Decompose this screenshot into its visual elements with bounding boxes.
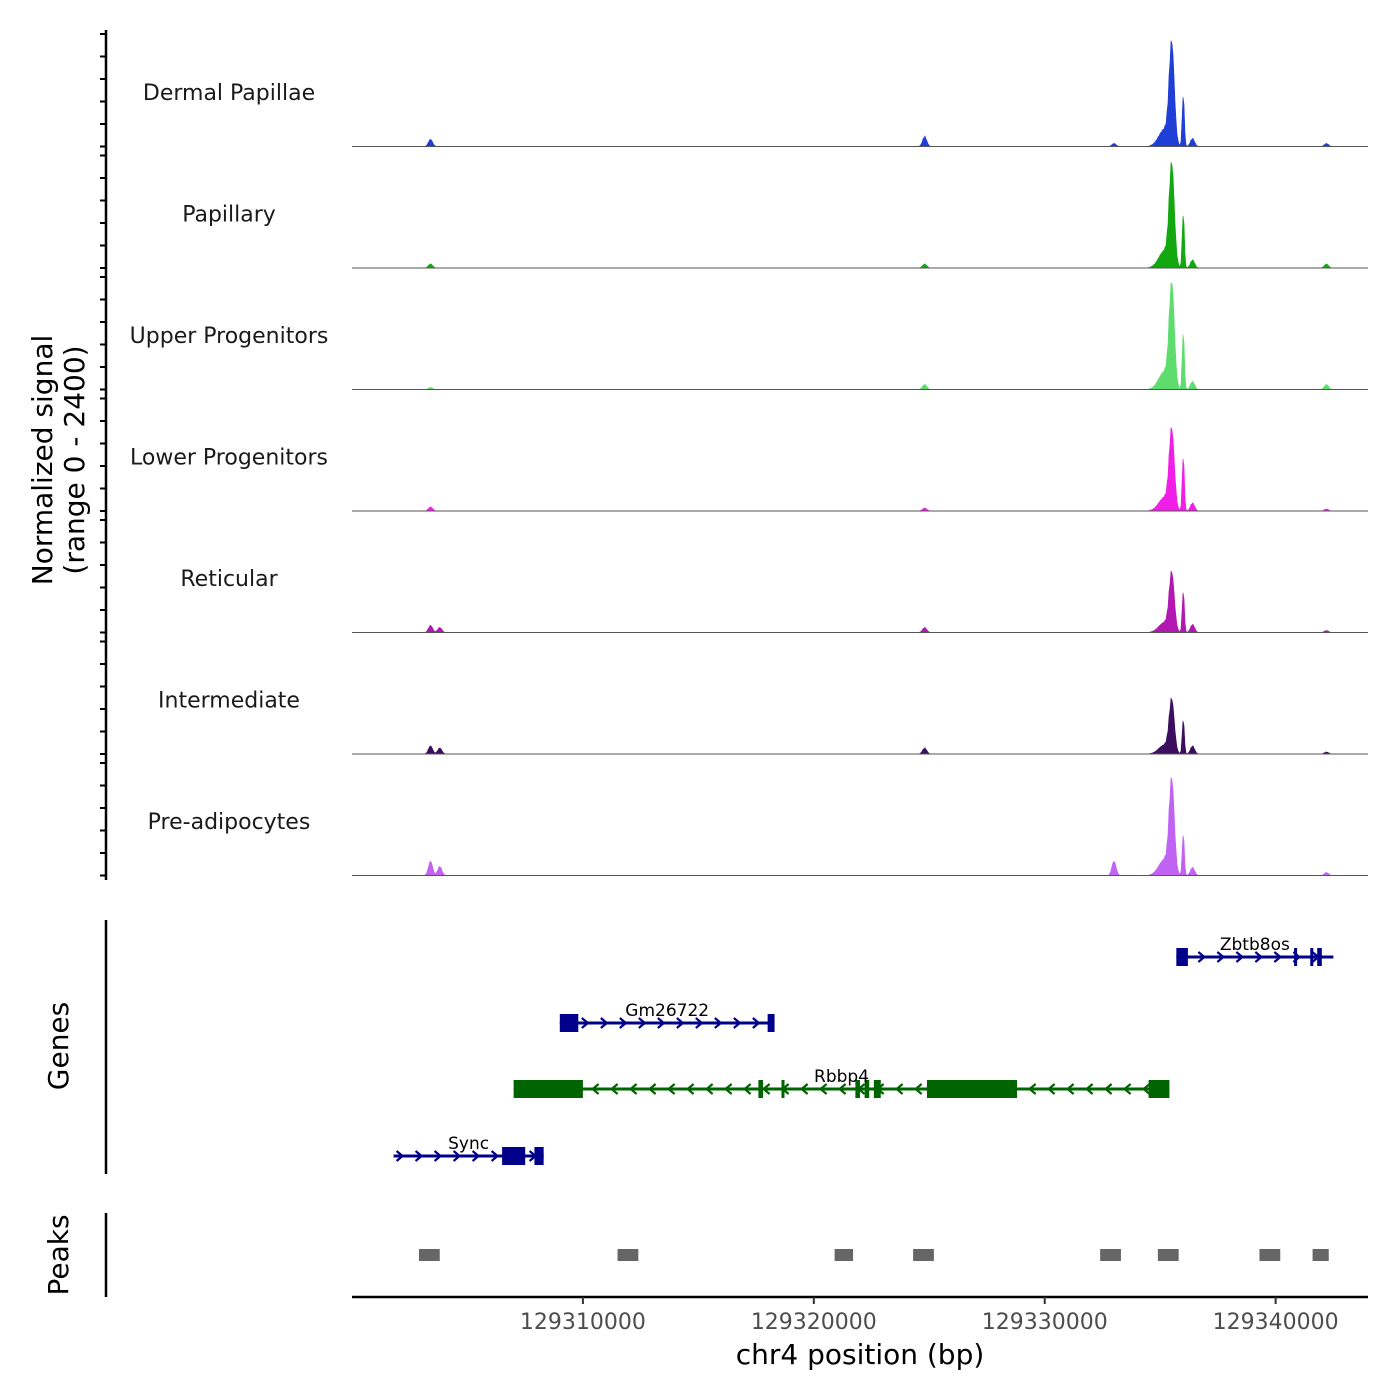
gene-strand-arrow bbox=[414, 1150, 424, 1162]
x-tick-label-3: 129340000 bbox=[1213, 1310, 1339, 1335]
gene-strand-arrow bbox=[490, 1150, 500, 1162]
gene-strand-arrow bbox=[452, 1150, 462, 1162]
signal-area-5 bbox=[352, 697, 1368, 755]
gene-strand-arrow bbox=[723, 1083, 733, 1095]
gene-strand-arrow bbox=[1046, 1083, 1056, 1095]
gene-strand-arrow bbox=[1065, 1083, 1075, 1095]
gene-exon-3-0 bbox=[502, 1147, 526, 1165]
signal-area-4 bbox=[352, 570, 1368, 633]
peak-region-2 bbox=[834, 1249, 854, 1261]
gene-exon-2-0 bbox=[513, 1080, 583, 1098]
gene-strand-arrow bbox=[590, 1083, 600, 1095]
gene-strand-arrow bbox=[676, 1017, 685, 1029]
gene-strand-arrow bbox=[799, 1083, 809, 1095]
track-label-1: Papillary bbox=[182, 203, 276, 228]
gene-strand-arrow bbox=[733, 1017, 742, 1029]
gene-strand-arrow bbox=[657, 1017, 666, 1029]
y-axis-title-line2: (range 0 - 2400) bbox=[58, 345, 91, 574]
x-tick-label-0: 129310000 bbox=[520, 1310, 646, 1335]
gene-strand-arrow bbox=[471, 1150, 481, 1162]
x-tick-label-1: 129320000 bbox=[751, 1310, 877, 1335]
track-label-2: Upper Progenitors bbox=[130, 324, 329, 349]
gene-strand-arrow bbox=[742, 1083, 752, 1095]
gene-strand-arrow bbox=[1141, 1083, 1151, 1095]
peaks-axis-title: Peaks bbox=[42, 1214, 75, 1295]
track-label-6: Pre-adipocytes bbox=[148, 810, 311, 835]
gene-strand-arrow bbox=[837, 1083, 847, 1095]
gene-label-3: Sync bbox=[448, 1134, 489, 1154]
gene-strand-arrow bbox=[600, 1017, 609, 1029]
peak-region-7 bbox=[1312, 1249, 1329, 1261]
track-label-5: Intermediate bbox=[158, 689, 300, 714]
gene-strand-arrow bbox=[647, 1083, 657, 1095]
gene-strand-arrow bbox=[752, 1017, 761, 1029]
gene-strand-arrow bbox=[609, 1083, 619, 1095]
signal-area-0 bbox=[352, 40, 1368, 147]
track-label-4: Reticular bbox=[180, 567, 278, 592]
gene-strand-arrow bbox=[714, 1017, 723, 1029]
gene-strand-arrow bbox=[1197, 951, 1207, 963]
gene-strand-arrow bbox=[818, 1083, 828, 1095]
gene-strand-arrow bbox=[395, 1150, 405, 1162]
axes: 129310000 129320000 129330000 129340000 bbox=[100, 30, 1368, 1335]
gene-exon-2-4 bbox=[864, 1080, 870, 1098]
signal-tracks: Dermal Papillae Papillary Upper Progenitor… bbox=[130, 40, 1368, 876]
gene-strand-arrow bbox=[1216, 951, 1226, 963]
gene-strand-arrow bbox=[894, 1083, 904, 1095]
gene-strand-arrow bbox=[1027, 1083, 1037, 1095]
gene-exon-2-2 bbox=[781, 1080, 785, 1098]
gene-strand-arrow bbox=[1122, 1083, 1132, 1095]
genes-axis-title: Genes bbox=[42, 1002, 75, 1090]
peak-region-0 bbox=[418, 1249, 440, 1261]
signal-area-3 bbox=[352, 427, 1368, 512]
peaks-track bbox=[418, 1249, 1329, 1261]
gene-strand-arrow bbox=[1273, 951, 1283, 963]
track-label-3: Lower Progenitors bbox=[130, 446, 328, 471]
x-tick-label-2: 129330000 bbox=[982, 1310, 1108, 1335]
gene-strand-arrow bbox=[433, 1150, 443, 1162]
gene-strand-arrow bbox=[619, 1017, 628, 1029]
y-axis-title-line1: Normalized signal bbox=[26, 335, 59, 586]
gene-label-1: Gm26722 bbox=[625, 1001, 709, 1021]
signal-area-6 bbox=[352, 777, 1368, 876]
peak-region-3 bbox=[913, 1249, 934, 1261]
gene-strand-arrow bbox=[913, 1083, 923, 1095]
gene-strand-arrow bbox=[685, 1083, 695, 1095]
track-label-0: Dermal Papillae bbox=[143, 81, 315, 106]
gene-exon-2-1 bbox=[758, 1080, 764, 1098]
gene-exon-1-0 bbox=[559, 1014, 579, 1032]
peak-region-1 bbox=[617, 1249, 639, 1261]
x-axis-title: chr4 position (bp) bbox=[736, 1338, 985, 1371]
peak-region-5 bbox=[1157, 1249, 1179, 1261]
gene-strand-arrow bbox=[1235, 951, 1245, 963]
gene-exon-0-1 bbox=[1294, 948, 1298, 966]
peak-region-4 bbox=[1100, 1249, 1121, 1261]
gene-exon-2-3 bbox=[855, 1080, 860, 1098]
gene-exon-1-1 bbox=[767, 1014, 775, 1032]
gene-strand-arrow bbox=[638, 1017, 647, 1029]
gene-strand-arrow bbox=[666, 1083, 676, 1095]
gene-exon-2-5 bbox=[873, 1080, 881, 1098]
gene-strand-arrow bbox=[1084, 1083, 1094, 1095]
gene-label-2: Rbbp4 bbox=[814, 1067, 869, 1087]
gene-label-0: Zbtb8os bbox=[1220, 935, 1290, 955]
gene-exon-2-6 bbox=[926, 1080, 1018, 1098]
gene-strand-arrow bbox=[761, 1083, 771, 1095]
gene-strand-arrow bbox=[704, 1083, 714, 1095]
gene-exon-0-3 bbox=[1317, 948, 1322, 966]
gene-strand-arrow bbox=[628, 1083, 638, 1095]
gene-exon-2-7 bbox=[1148, 1080, 1170, 1098]
gene-strand-arrow bbox=[1254, 951, 1264, 963]
gene-exon-0-0 bbox=[1176, 948, 1188, 966]
gene-exon-0-2 bbox=[1310, 948, 1314, 966]
peak-region-6 bbox=[1259, 1249, 1281, 1261]
gene-strand-arrow bbox=[1103, 1083, 1113, 1095]
gene-strand-arrow bbox=[581, 1017, 590, 1029]
signal-area-1 bbox=[352, 162, 1368, 269]
gene-strand-arrow bbox=[695, 1017, 704, 1029]
gene-annotation-track: Zbtb8os Gm26722 Rbbp4 Sync bbox=[393, 935, 1334, 1165]
signal-area-2 bbox=[352, 282, 1368, 390]
gene-exon-3-1 bbox=[534, 1147, 544, 1165]
